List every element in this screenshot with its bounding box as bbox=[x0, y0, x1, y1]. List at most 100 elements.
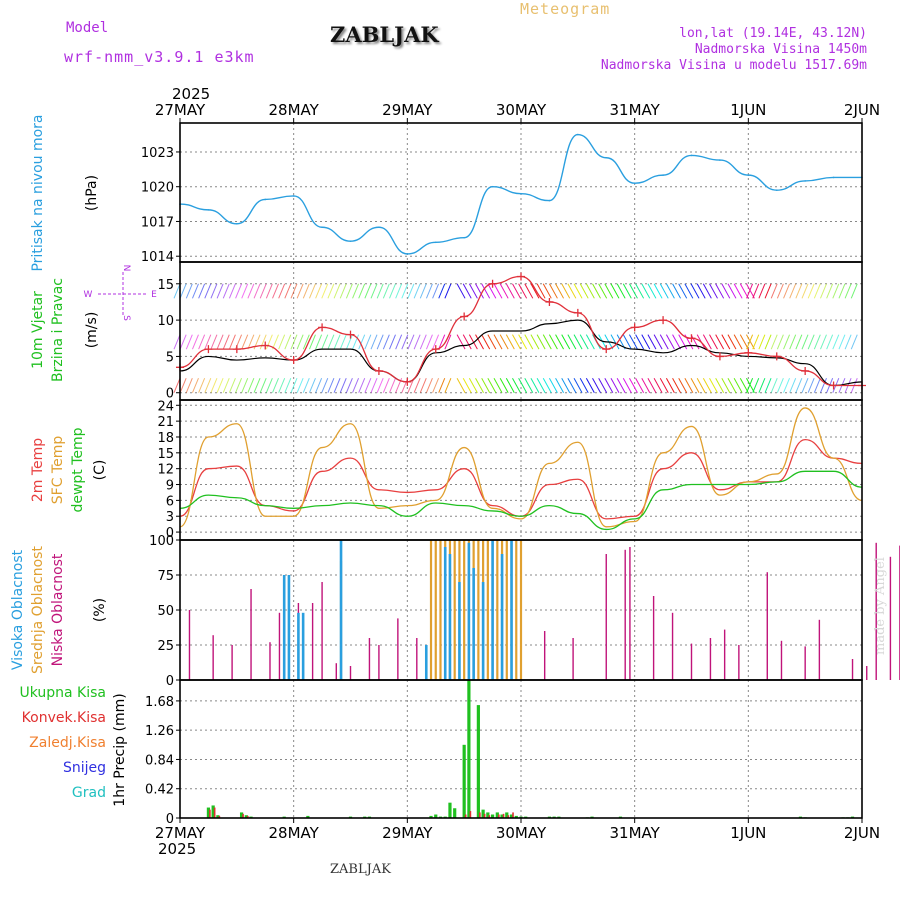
wind-barb bbox=[764, 334, 772, 350]
y-tick-label: 9 bbox=[166, 479, 174, 494]
precip-bar bbox=[216, 815, 220, 818]
wind-barb bbox=[678, 377, 688, 393]
precip-bar bbox=[244, 815, 248, 818]
wind-barb bbox=[585, 283, 595, 299]
precip-bar bbox=[453, 808, 457, 818]
wind-barb bbox=[487, 334, 497, 350]
wind-barb bbox=[604, 377, 614, 393]
wind-barb bbox=[813, 334, 821, 350]
wind-barb bbox=[678, 283, 688, 299]
wind-barb bbox=[696, 377, 706, 393]
wind-barb bbox=[481, 334, 491, 350]
wind-barb bbox=[518, 334, 528, 350]
wind-barb bbox=[438, 378, 446, 393]
compass-w: W bbox=[84, 290, 93, 300]
compass-s: S bbox=[121, 315, 131, 321]
wind-barb bbox=[641, 283, 651, 299]
wind-barb bbox=[752, 283, 760, 299]
cloud-bar bbox=[467, 542, 471, 680]
pressure-point bbox=[520, 192, 522, 195]
pressure-point bbox=[349, 240, 352, 242]
wind-barb bbox=[493, 377, 503, 393]
wind-barb bbox=[370, 334, 378, 350]
wind-barb bbox=[302, 283, 310, 299]
wind-barb bbox=[561, 334, 571, 350]
wind-barb bbox=[259, 378, 267, 393]
wind-barb bbox=[820, 283, 827, 299]
cloud-bar bbox=[368, 638, 371, 680]
cloud-bar bbox=[378, 645, 380, 680]
wind-gust-marker bbox=[744, 348, 753, 357]
wind-barb bbox=[622, 377, 632, 393]
wind-barb bbox=[419, 378, 427, 393]
page-title: ZABLJAK bbox=[330, 22, 439, 47]
x-label-top: 2JUN bbox=[844, 101, 880, 119]
cloud-bar bbox=[278, 612, 281, 680]
wind-barb bbox=[783, 378, 790, 393]
cloud-bar bbox=[416, 638, 418, 680]
wind-gust-marker bbox=[602, 345, 611, 354]
pressure-point bbox=[719, 159, 721, 161]
precip-bar bbox=[448, 802, 452, 818]
wind-barb bbox=[561, 283, 571, 299]
wind-barb bbox=[585, 377, 595, 393]
y-tick-label: 15 bbox=[157, 278, 174, 293]
wind-barb bbox=[210, 334, 218, 350]
precip-bar bbox=[213, 807, 216, 818]
wind-barb bbox=[795, 334, 803, 350]
cloud-bar bbox=[250, 589, 252, 680]
wind-barb bbox=[241, 334, 249, 350]
wind-barb bbox=[524, 377, 534, 393]
wind-barb bbox=[659, 283, 669, 299]
wind-barb bbox=[715, 334, 725, 350]
wind-barb bbox=[795, 283, 803, 299]
precip-unit: 1hr Precip (mm) bbox=[112, 693, 128, 806]
cloud-bar bbox=[652, 596, 655, 680]
wind-barb bbox=[290, 378, 298, 393]
precip-bar bbox=[247, 815, 249, 818]
pressure-point bbox=[548, 199, 551, 202]
cloud-bar bbox=[301, 612, 305, 680]
cloud-bar bbox=[231, 645, 233, 680]
cloud-bar bbox=[397, 618, 399, 680]
precip-legend-0: Ukupna Kisa bbox=[19, 685, 106, 701]
cloud-bar bbox=[321, 582, 323, 680]
wind-barb bbox=[746, 378, 754, 393]
y-tick-label: 25 bbox=[157, 639, 174, 654]
wind-barb bbox=[272, 283, 279, 299]
wind-barb bbox=[278, 334, 286, 350]
wind-barb bbox=[573, 377, 583, 393]
cloud-bar bbox=[463, 540, 466, 680]
temp-unit: (C) bbox=[92, 460, 108, 481]
precip-bar bbox=[500, 814, 504, 818]
precip-bar bbox=[507, 815, 510, 818]
cloud-bar bbox=[434, 540, 437, 680]
wind-barb bbox=[783, 283, 790, 299]
wind-barb bbox=[327, 283, 335, 299]
wind-barb bbox=[235, 378, 243, 393]
wind-barb bbox=[462, 283, 472, 299]
wind-gust-marker bbox=[659, 316, 668, 325]
wind-barb bbox=[210, 378, 218, 393]
wind-barb bbox=[567, 283, 577, 299]
wind-barb bbox=[198, 283, 206, 299]
wind-barb bbox=[296, 334, 304, 350]
wind-barb bbox=[795, 378, 803, 393]
wind-barb bbox=[727, 334, 737, 350]
wind-barb bbox=[746, 377, 755, 393]
wind-barb bbox=[512, 283, 521, 299]
wind-barb bbox=[468, 283, 478, 299]
wind-barb bbox=[444, 283, 452, 299]
wind-barb bbox=[228, 334, 236, 350]
y-tick-label: 1.68 bbox=[145, 695, 174, 710]
wind-gust-marker bbox=[801, 366, 810, 375]
cloud-bar bbox=[543, 631, 546, 680]
wind-barb bbox=[567, 334, 577, 350]
wind-barb bbox=[475, 283, 484, 299]
wind-gust-marker bbox=[829, 381, 838, 390]
wind-barb bbox=[444, 334, 452, 350]
wind-barb bbox=[807, 283, 815, 299]
precip-bar bbox=[211, 805, 215, 818]
wind-barb bbox=[702, 283, 712, 299]
